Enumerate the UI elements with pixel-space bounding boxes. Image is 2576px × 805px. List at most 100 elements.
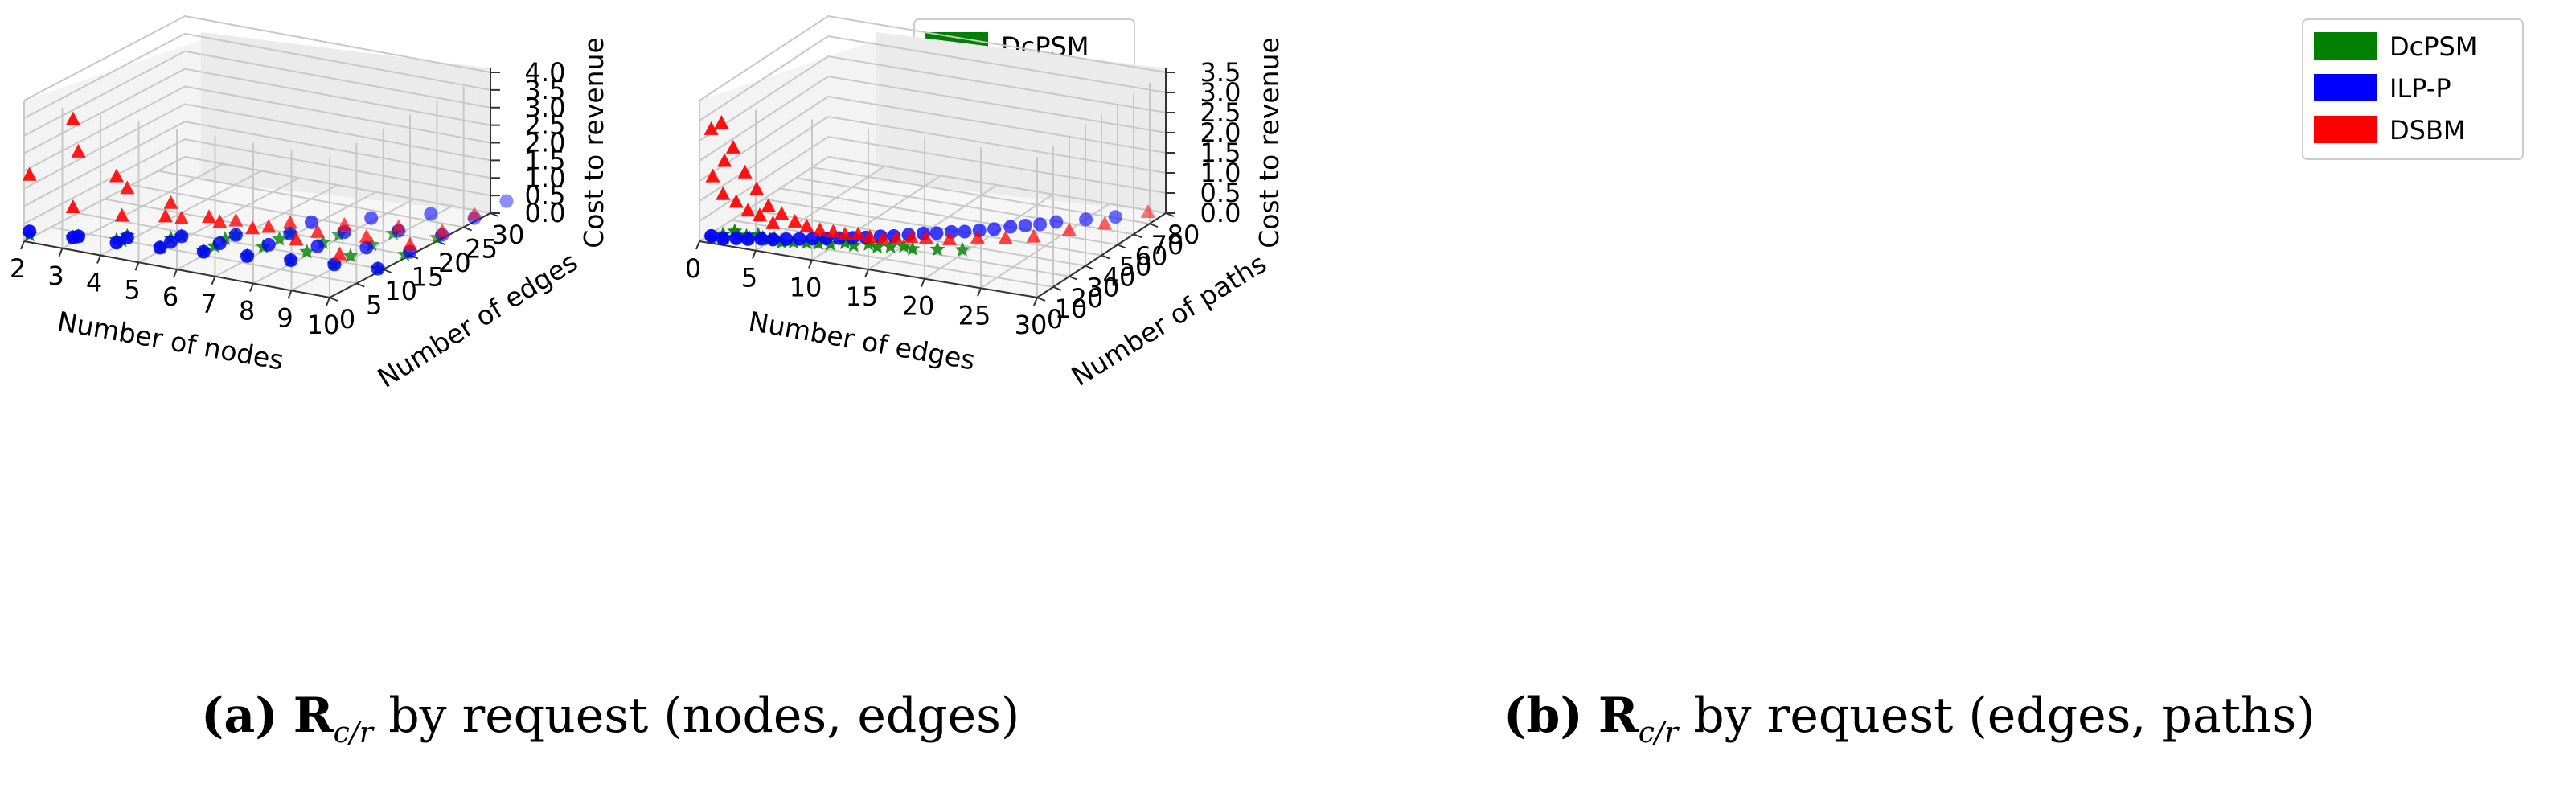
y-tick-label: 40 (1103, 262, 1136, 293)
data-point (120, 231, 134, 245)
data-point (1003, 220, 1018, 234)
caption-a: (a) Rc/r by request (nodes, edges) (201, 688, 1019, 750)
data-point (212, 214, 228, 228)
data-point (851, 226, 866, 240)
gridline-z (699, 35, 1167, 121)
y-tick-mark (355, 282, 365, 288)
data-point (942, 231, 958, 245)
data-point (779, 232, 794, 246)
x-tick-label: 3 (47, 261, 64, 291)
y-tick-label: 60 (1135, 240, 1168, 271)
data-point (403, 236, 417, 251)
left-pane (699, 40, 876, 241)
legend-swatch (2314, 74, 2377, 101)
x-tick-label: 7 (200, 289, 216, 319)
data-point (798, 234, 814, 249)
y-tick-label: 20 (1071, 283, 1104, 314)
gridline-z (699, 95, 1167, 182)
y-tick-label: 5 (366, 290, 382, 321)
data-point (343, 248, 359, 263)
data-point (364, 211, 379, 225)
data-point (499, 194, 514, 208)
x-tick-mark (752, 250, 757, 260)
x-axis-label: Number of edges (746, 306, 977, 376)
y-tick-mark (1101, 254, 1110, 260)
data-point (954, 241, 970, 257)
legend-swatch (2314, 116, 2377, 143)
gridline-z (23, 138, 491, 225)
y-tick-label: 10 (1055, 294, 1088, 324)
caption-b-text: by request (edges, paths) (1693, 688, 2316, 744)
data-point (71, 143, 86, 158)
data-point (737, 164, 753, 179)
data-point (174, 211, 189, 224)
z-tick-label: 3.0 (525, 92, 566, 123)
data-point (228, 228, 243, 242)
caption-b-sub: c/r (1638, 717, 1679, 750)
y-tick-label: 30 (492, 220, 525, 250)
data-point (245, 220, 260, 235)
data-point (704, 228, 719, 243)
x-tick-mark (287, 290, 293, 299)
z-tick-label: 2.0 (525, 128, 566, 158)
left-pane (24, 40, 201, 241)
z-tick-label: 3.5 (1200, 57, 1241, 88)
x-tick-mark (808, 259, 813, 269)
data-point (1026, 228, 1041, 243)
data-point (896, 238, 912, 253)
z-axis-label: Cost to revenue (578, 37, 609, 248)
z-tick-label: 3.5 (525, 75, 566, 105)
data-point (987, 222, 1002, 236)
gridline-z (23, 103, 491, 190)
x-tick-label: 4 (86, 268, 102, 298)
data-point (740, 232, 755, 246)
gridline-z (699, 135, 1167, 222)
z-tick-label: 0.0 (1200, 198, 1241, 228)
data-point (765, 215, 781, 229)
data-point (424, 207, 438, 221)
data-point (826, 224, 841, 238)
caption-a-text: by request (nodes, edges) (388, 688, 1020, 744)
data-point (435, 223, 449, 237)
x-tick-mark (977, 287, 982, 297)
z-tick-label: 1.5 (1200, 138, 1241, 168)
data-point (310, 239, 325, 253)
x-tick-label: 5 (741, 263, 757, 294)
x-tick-mark (249, 283, 254, 292)
y-axis-label: Number of paths (1066, 248, 1272, 392)
gridline-z (23, 50, 491, 137)
data-point (787, 213, 802, 228)
gridline-z (23, 32, 491, 119)
data-point (716, 232, 730, 246)
x-tick-label: 10 (307, 310, 340, 340)
data-point (761, 198, 776, 212)
y-tick-mark (1069, 275, 1078, 281)
z-tick-label: 1.0 (1200, 158, 1241, 188)
data-point (391, 219, 406, 233)
data-point (958, 224, 972, 239)
x-tick-mark (20, 240, 25, 250)
data-point (714, 115, 729, 129)
data-point (163, 195, 178, 209)
data-point (261, 219, 277, 233)
data-point (728, 194, 744, 208)
z-tick-label: 0.5 (1200, 178, 1241, 208)
x-tick-mark (134, 261, 140, 271)
data-point (371, 261, 385, 276)
y-tick-label: 80 (1167, 220, 1200, 250)
x-tick-mark (1033, 297, 1038, 306)
x-tick-mark (695, 240, 700, 250)
data-point (752, 207, 767, 222)
y-tick-mark (1036, 297, 1046, 302)
legend-label: DSBM (2389, 115, 2466, 146)
z-tick-label: 0.0 (525, 198, 566, 228)
data-point (1079, 212, 1093, 227)
z-tick-label: 1.0 (525, 162, 566, 193)
y-tick-mark (1085, 265, 1094, 270)
gridline-z (699, 14, 1167, 101)
data-point (799, 218, 814, 232)
y-tick-mark (463, 226, 473, 232)
data-point (869, 239, 885, 254)
gridline-z (23, 85, 491, 172)
data-point (754, 232, 769, 246)
